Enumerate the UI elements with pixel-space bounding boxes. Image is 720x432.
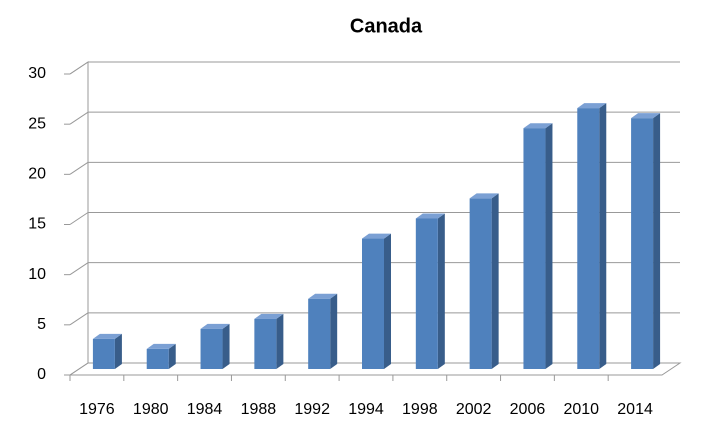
grid-line — [69, 312, 89, 326]
bar-top — [469, 193, 499, 199]
bar — [415, 218, 438, 369]
x-tick-label: 1994 — [348, 401, 384, 418]
bar-side — [168, 343, 176, 369]
bar-top — [308, 293, 338, 299]
bar — [469, 198, 492, 369]
grid-line — [69, 111, 89, 125]
x-tick-label: 1980 — [133, 401, 169, 418]
y-tick-label: 0 — [37, 366, 46, 383]
bar-side — [384, 233, 391, 369]
grid-line — [69, 262, 89, 276]
bar-top — [254, 313, 284, 319]
bar — [523, 128, 546, 369]
grid-line — [69, 212, 89, 225]
bar-side — [599, 103, 607, 369]
x-tick-label: 2002 — [456, 401, 492, 418]
bar-top — [92, 333, 122, 339]
y-tick-label: 30 — [28, 65, 46, 82]
chart-title: Canada — [350, 15, 423, 37]
grid-line — [69, 161, 89, 175]
bar — [146, 348, 169, 369]
x-tick-label: 1992 — [294, 401, 330, 418]
y-tick-label: 15 — [28, 216, 46, 233]
x-tick-label: 1984 — [187, 401, 223, 418]
grid-line — [69, 362, 89, 376]
bar-side — [653, 113, 661, 370]
bar — [200, 328, 223, 369]
bar-top — [146, 343, 176, 349]
x-tick-label: 2010 — [563, 401, 599, 418]
x-tick-label: 2006 — [510, 401, 546, 418]
bar-top — [631, 113, 661, 119]
x-tick-label: 1976 — [79, 401, 115, 418]
bar-top — [362, 233, 391, 239]
bar — [308, 298, 331, 369]
bar-side — [437, 213, 445, 369]
bar-top — [415, 213, 445, 219]
bar — [577, 108, 600, 369]
y-tick-label: 5 — [37, 316, 46, 333]
bar — [631, 118, 654, 370]
x-tick-label: 2014 — [617, 401, 653, 418]
bar-side — [330, 293, 338, 369]
bar-side — [491, 193, 499, 369]
bar-top — [200, 323, 230, 329]
x-tick-label: 1988 — [241, 401, 277, 418]
x-tick-label: 1998 — [402, 401, 438, 418]
bar-top — [523, 123, 553, 129]
y-tick-label: 20 — [28, 166, 46, 183]
bar — [254, 318, 277, 369]
bar — [362, 238, 384, 369]
bar-top — [577, 103, 607, 109]
bar-side — [276, 313, 284, 369]
bar-side — [222, 323, 230, 369]
bar-side — [545, 123, 553, 369]
y-tick-label: 10 — [28, 266, 46, 283]
bar — [92, 338, 115, 369]
y-tick-label: 25 — [28, 115, 46, 132]
grid-line — [69, 61, 89, 75]
bar-side — [114, 333, 122, 369]
